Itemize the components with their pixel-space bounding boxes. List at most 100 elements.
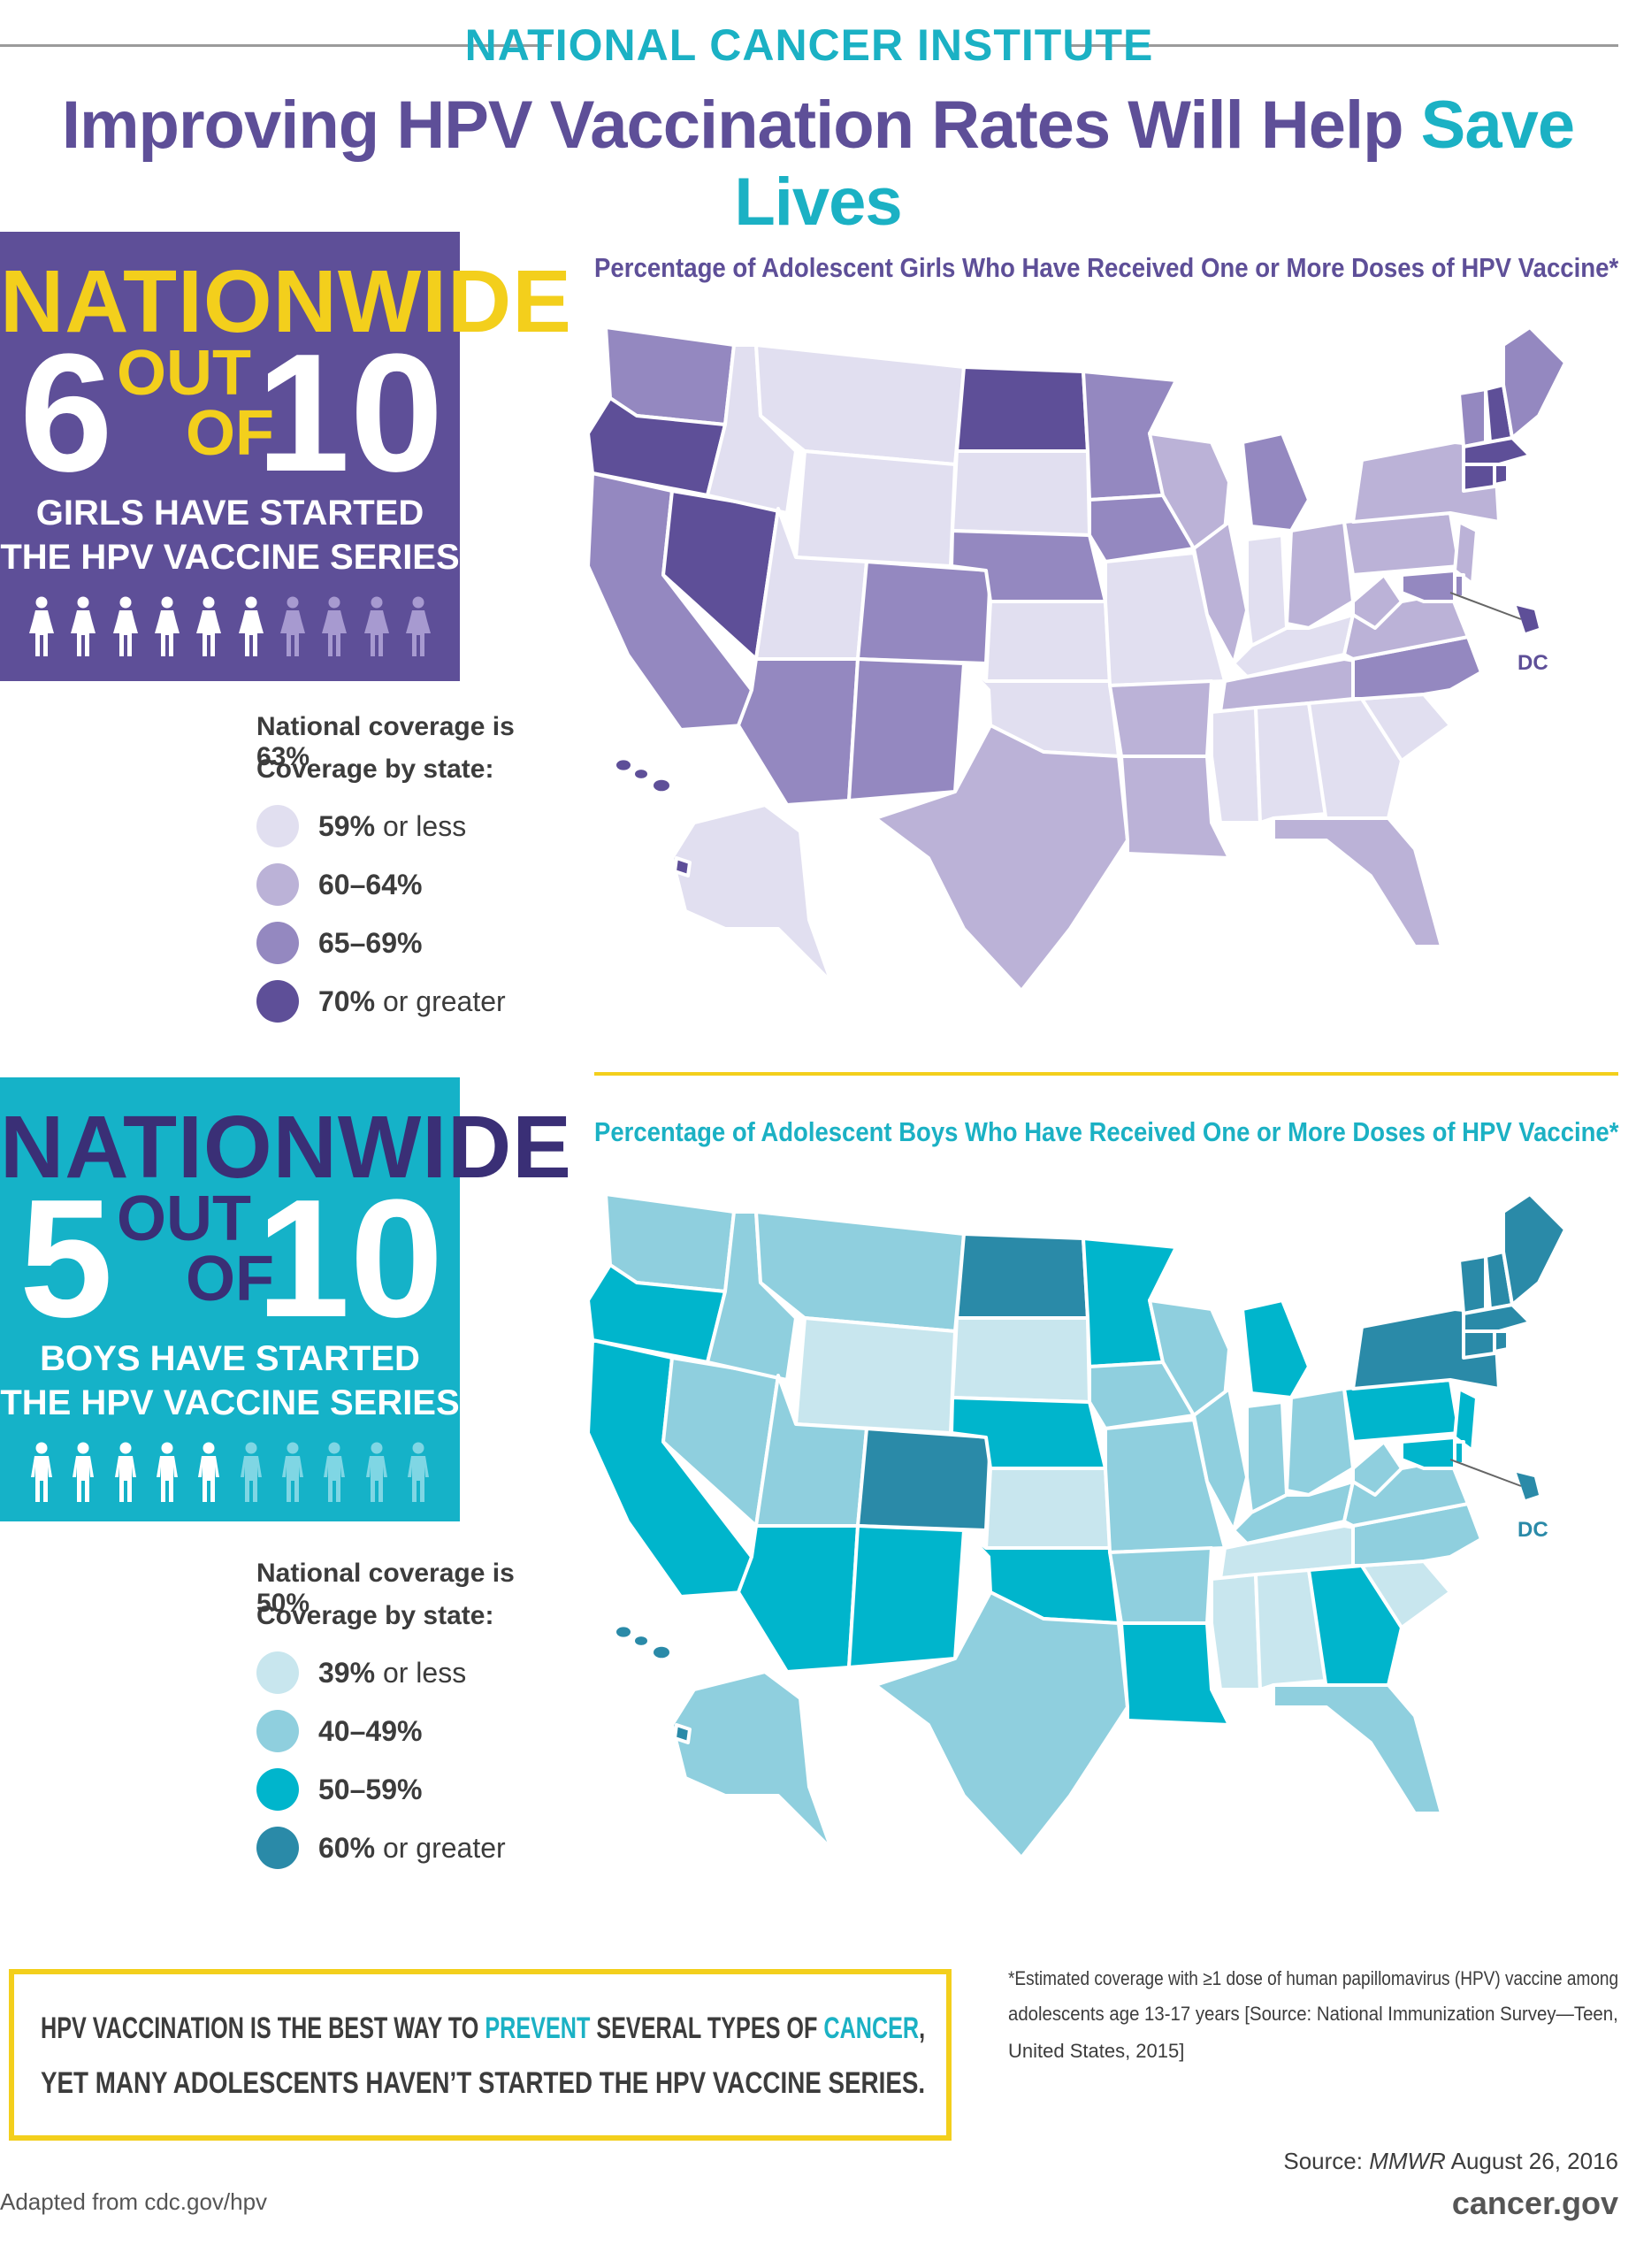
boys-legend: National coverage is 50% Coverage by sta… <box>256 1559 548 1877</box>
girls-state-nd <box>955 365 1089 453</box>
boy-figure-icon <box>198 1442 220 1502</box>
boys-nationwide: NATIONWIDE <box>0 1098 572 1197</box>
girls-figure-row <box>27 596 433 658</box>
girls-state-wv <box>1351 573 1403 630</box>
girls-state-hi <box>673 856 692 877</box>
boys-state-md <box>1400 1436 1456 1470</box>
girl-figure-icon <box>279 596 305 656</box>
girls-legend-swatch <box>256 863 299 906</box>
girls-state-me <box>1502 326 1567 440</box>
girls-state-nc <box>1351 635 1483 701</box>
girls-state-hi-island <box>616 760 631 770</box>
boys-legend-items: 39% or less 40–49% 50–59% 60% or greater <box>256 1644 548 1877</box>
footnote-line-1: *Estimated coverage with ≥1 dose of huma… <box>1008 1967 1619 1989</box>
message-line-2: YET MANY ADOLESCENTS HAVEN’T STARTED THE… <box>41 2066 926 2100</box>
girls-stat-den: 10 <box>256 319 444 507</box>
girls-legend-label: 70% or greater <box>318 985 506 1017</box>
boys-map-title: Percentage of Adolescent Boys Who Have R… <box>594 1116 1619 1147</box>
girls-stat-panel: NATIONWIDE 6 OUT OF 10 GIRLS HAVE STARTE… <box>0 232 571 681</box>
girl-figure-icon <box>363 596 389 656</box>
source-journal: MMWR <box>1369 2148 1446 2174</box>
girls-legend-swatch <box>256 922 299 964</box>
boys-legend-swatch <box>256 1651 299 1694</box>
girl-figure-icon <box>154 596 180 656</box>
boys-state-nm <box>847 1524 966 1669</box>
girls-state-oh <box>1285 520 1355 630</box>
boys-state-wy <box>794 1316 957 1435</box>
girl-figure-icon <box>238 596 264 656</box>
girls-dc-label: DC <box>1518 651 1548 675</box>
girls-legend-swatch <box>256 805 299 847</box>
page-title-main: Improving HPV Vaccination Rates Will Hel… <box>61 88 1421 163</box>
boys-state-hi-island <box>654 1646 669 1659</box>
girls-state-la <box>1120 755 1231 860</box>
boys-state-il <box>1192 1387 1249 1532</box>
boys-sub-1: BOYS HAVE STARTED <box>40 1339 420 1378</box>
boys-dc-marker <box>1517 1473 1539 1499</box>
girls-us-map <box>586 326 1567 992</box>
boys-legend-item-3: 60% or greater <box>256 1819 548 1877</box>
girls-state-al <box>1254 701 1328 824</box>
girls-legend-swatch <box>256 980 299 1023</box>
boys-stat-out: OUT <box>117 1184 251 1254</box>
org-name: NATIONAL CANCER INSTITUTE <box>464 20 1154 70</box>
boys-stat-panel: NATIONWIDE 5 OUT OF 10 BOYS HAVE STARTED… <box>0 1077 572 1521</box>
boys-coverage-by-state: Coverage by state: <box>256 1601 494 1630</box>
source-date: August 26, 2016 <box>1445 2148 1618 2174</box>
boys-state-hi <box>673 1723 692 1744</box>
section-divider <box>594 1072 1618 1076</box>
footnote-line-2: adolescents age 13-17 years [Source: Nat… <box>1008 2003 1618 2025</box>
boy-figure-icon <box>324 1442 346 1502</box>
boys-state-mi <box>1241 1299 1311 1399</box>
boys-legend-item-1: 40–49% <box>256 1702 548 1760</box>
girl-figure-icon <box>322 596 348 656</box>
girls-legend-item-3: 70% or greater <box>256 972 548 1031</box>
girls-state-hi-island <box>654 779 669 792</box>
girls-coverage-by-state: Coverage by state: <box>256 755 494 784</box>
girls-state-wy <box>794 449 957 568</box>
header-rule-left <box>0 44 552 47</box>
girls-state-md <box>1400 569 1456 603</box>
girls-map-title: Percentage of Adolescent Girls Who Have … <box>594 252 1619 283</box>
girls-sub-2: THE HPV VACCINE SERIES <box>0 538 460 577</box>
girls-state-ia <box>1088 494 1196 563</box>
boys-stat-den: 10 <box>256 1165 444 1352</box>
girls-legend-label: 60–64% <box>318 868 423 900</box>
boys-dc-leader <box>1449 1459 1522 1487</box>
girls-stat-of: OF <box>186 398 274 469</box>
girl-figure-icon <box>71 596 96 656</box>
boys-legend-label: 40–49% <box>318 1714 423 1747</box>
message-1c: SEVERAL TYPES OF <box>590 2011 824 2045</box>
girls-state-ak <box>670 803 833 984</box>
girls-legend-items: 59% or less 60–64% 65–69% 70% or greater <box>256 797 548 1031</box>
boys-us-map <box>586 1192 1567 1859</box>
girls-legend-item-1: 60–64% <box>256 855 548 914</box>
boys-state-hi-island <box>616 1627 631 1637</box>
boys-state-tx <box>874 1590 1129 1859</box>
boys-stat-num: 5 <box>19 1165 113 1352</box>
boys-legend-swatch <box>256 1768 299 1811</box>
boys-figure-row <box>27 1442 433 1504</box>
girls-state-ar <box>1108 679 1213 758</box>
boys-state-nj <box>1453 1387 1479 1452</box>
message-1a: HPV VACCINATION IS THE BEST WAY TO <box>41 2011 485 2045</box>
boys-state-la <box>1120 1621 1231 1727</box>
girl-figure-icon <box>196 596 222 656</box>
boys-legend-label: 50–59% <box>318 1773 423 1805</box>
page-title: Improving HPV Vaccination Rates Will Hel… <box>0 87 1636 241</box>
boy-figure-icon <box>281 1442 303 1502</box>
girls-state-az <box>737 657 860 807</box>
girls-state-nm <box>847 657 966 802</box>
girls-stat-out: OUT <box>117 338 251 409</box>
boys-state-ks <box>984 1467 1112 1550</box>
boys-state-ri <box>1493 1329 1510 1353</box>
girls-state-mi <box>1241 432 1311 533</box>
boys-state-hi-island <box>635 1636 647 1645</box>
girls-legend-label: 65–69% <box>318 926 423 959</box>
boys-legend-swatch <box>256 1710 299 1752</box>
girl-figure-icon <box>405 596 431 656</box>
boys-legend-label: 39% or less <box>318 1656 467 1689</box>
boys-state-ia <box>1088 1360 1196 1430</box>
girls-dc-leader <box>1449 592 1522 620</box>
boys-state-me <box>1502 1192 1567 1306</box>
